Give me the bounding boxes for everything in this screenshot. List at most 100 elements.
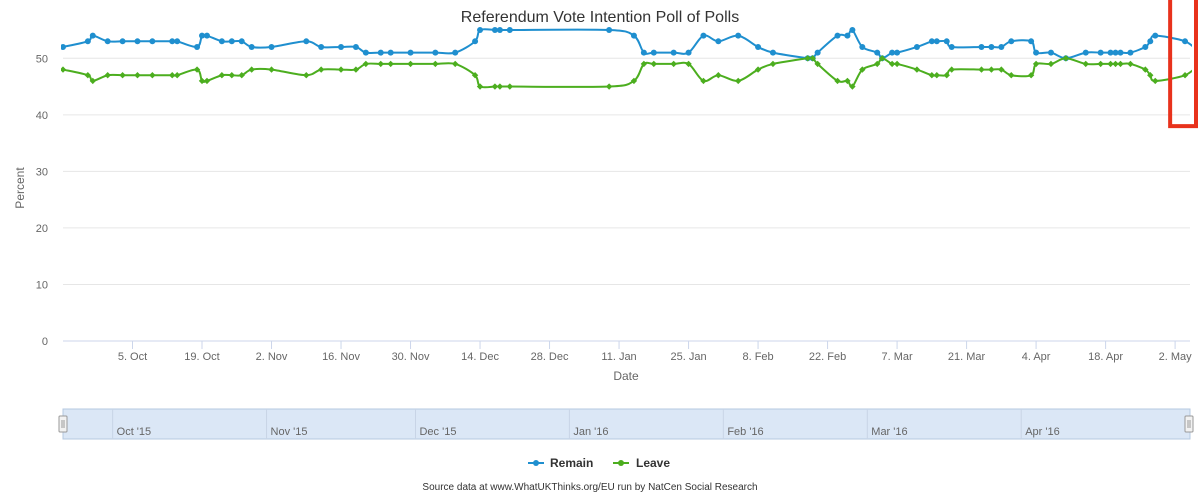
- data-point-leave[interactable]: [804, 55, 811, 62]
- data-point-remain[interactable]: [174, 38, 181, 45]
- data-point-remain[interactable]: [913, 43, 920, 50]
- data-point-leave[interactable]: [605, 83, 613, 90]
- data-point-leave[interactable]: [1082, 60, 1089, 68]
- data-point-remain[interactable]: [338, 43, 345, 50]
- data-point-remain[interactable]: [134, 38, 141, 45]
- data-point-leave[interactable]: [1181, 72, 1189, 79]
- data-point-leave[interactable]: [859, 66, 866, 73]
- data-point-leave[interactable]: [1112, 60, 1119, 68]
- data-point-remain[interactable]: [104, 38, 111, 45]
- data-point-leave[interactable]: [769, 60, 777, 68]
- navigator-selected-range[interactable]: [62, 408, 1191, 440]
- data-point-remain[interactable]: [834, 32, 841, 39]
- data-point-leave[interactable]: [844, 77, 851, 85]
- data-point-remain[interactable]: [491, 27, 498, 33]
- data-point-leave[interactable]: [506, 83, 514, 90]
- data-point-leave[interactable]: [228, 72, 236, 79]
- data-point-remain[interactable]: [432, 49, 439, 56]
- data-point-remain[interactable]: [1182, 38, 1189, 45]
- data-point-remain[interactable]: [943, 38, 950, 45]
- data-point-leave[interactable]: [337, 66, 345, 73]
- data-point-remain[interactable]: [640, 49, 647, 56]
- data-point-leave[interactable]: [1127, 60, 1134, 68]
- data-point-leave[interactable]: [193, 66, 201, 73]
- data-point-leave[interactable]: [491, 83, 499, 90]
- data-point-leave[interactable]: [943, 72, 950, 79]
- data-point-remain[interactable]: [769, 49, 776, 56]
- data-point-leave[interactable]: [149, 72, 156, 79]
- data-point-leave[interactable]: [849, 83, 856, 90]
- data-point-leave[interactable]: [1027, 72, 1035, 79]
- data-point-leave[interactable]: [893, 60, 901, 68]
- data-point-leave[interactable]: [218, 72, 226, 79]
- data-point-remain[interactable]: [735, 32, 742, 39]
- data-point-leave[interactable]: [948, 66, 955, 73]
- data-point-leave[interactable]: [700, 77, 707, 85]
- data-point-remain[interactable]: [1152, 32, 1159, 39]
- data-point-remain[interactable]: [874, 49, 881, 56]
- data-point-remain[interactable]: [506, 27, 513, 33]
- data-point-leave[interactable]: [1142, 66, 1149, 73]
- data-point-remain[interactable]: [1112, 49, 1119, 56]
- data-point-leave[interactable]: [352, 66, 360, 73]
- data-point-leave[interactable]: [84, 72, 92, 79]
- data-point-leave[interactable]: [303, 72, 310, 79]
- data-point-leave[interactable]: [933, 72, 940, 79]
- data-point-leave[interactable]: [1152, 77, 1159, 85]
- data-point-remain[interactable]: [89, 32, 96, 39]
- data-point-leave[interactable]: [362, 60, 370, 68]
- data-point-remain[interactable]: [894, 49, 901, 56]
- data-point-remain[interactable]: [477, 27, 484, 33]
- navigator-left-handle[interactable]: [58, 415, 68, 433]
- data-point-leave[interactable]: [198, 77, 206, 85]
- data-point-remain[interactable]: [650, 49, 657, 56]
- data-point-leave[interactable]: [1008, 72, 1015, 79]
- data-point-leave[interactable]: [203, 77, 211, 85]
- data-point-leave[interactable]: [169, 72, 176, 79]
- data-point-remain[interactable]: [119, 38, 126, 45]
- data-point-leave[interactable]: [978, 66, 985, 73]
- data-point-leave[interactable]: [238, 72, 245, 79]
- data-point-leave[interactable]: [715, 72, 722, 79]
- data-point-remain[interactable]: [318, 43, 325, 50]
- data-point-remain[interactable]: [203, 32, 210, 39]
- data-point-leave[interactable]: [670, 60, 677, 68]
- data-point-leave[interactable]: [754, 66, 762, 73]
- navigator-right-handle[interactable]: [1184, 415, 1194, 433]
- data-point-leave[interactable]: [407, 60, 414, 68]
- data-point-remain[interactable]: [755, 43, 762, 50]
- data-point-remain[interactable]: [849, 27, 856, 33]
- data-point-remain[interactable]: [685, 49, 692, 56]
- data-point-remain[interactable]: [218, 38, 225, 45]
- data-point-remain[interactable]: [933, 38, 940, 45]
- data-point-leave[interactable]: [248, 66, 255, 73]
- legend-item-remain[interactable]: Remain: [528, 456, 593, 470]
- data-point-leave[interactable]: [387, 60, 394, 68]
- data-point-remain[interactable]: [228, 38, 235, 45]
- data-point-leave[interactable]: [119, 72, 126, 79]
- data-point-remain[interactable]: [377, 49, 384, 56]
- data-point-remain[interactable]: [1047, 49, 1054, 56]
- data-point-leave[interactable]: [630, 77, 638, 85]
- data-point-remain[interactable]: [948, 43, 955, 50]
- data-point-leave[interactable]: [834, 77, 841, 85]
- data-point-remain[interactable]: [814, 49, 821, 56]
- data-point-leave[interactable]: [104, 72, 111, 79]
- data-point-leave[interactable]: [1117, 60, 1124, 68]
- data-point-leave[interactable]: [913, 66, 921, 73]
- navigator[interactable]: Oct '15 Nov '15 Dec '15 Jan '16 Feb '16 Mar '…: [58, 408, 1194, 440]
- data-point-remain[interactable]: [978, 43, 985, 50]
- data-point-leave[interactable]: [268, 66, 275, 73]
- data-point-remain[interactable]: [859, 43, 866, 50]
- data-point-remain[interactable]: [630, 32, 637, 39]
- data-point-remain[interactable]: [169, 38, 176, 45]
- data-point-leave[interactable]: [1062, 55, 1070, 62]
- data-point-remain[interactable]: [1142, 43, 1149, 50]
- data-point-remain[interactable]: [889, 49, 896, 56]
- data-point-remain[interactable]: [988, 43, 995, 50]
- data-point-remain[interactable]: [452, 49, 459, 56]
- data-point-remain[interactable]: [268, 43, 275, 50]
- data-point-leave[interactable]: [1107, 60, 1114, 68]
- data-point-remain[interactable]: [352, 43, 359, 50]
- data-point-remain[interactable]: [1028, 38, 1035, 45]
